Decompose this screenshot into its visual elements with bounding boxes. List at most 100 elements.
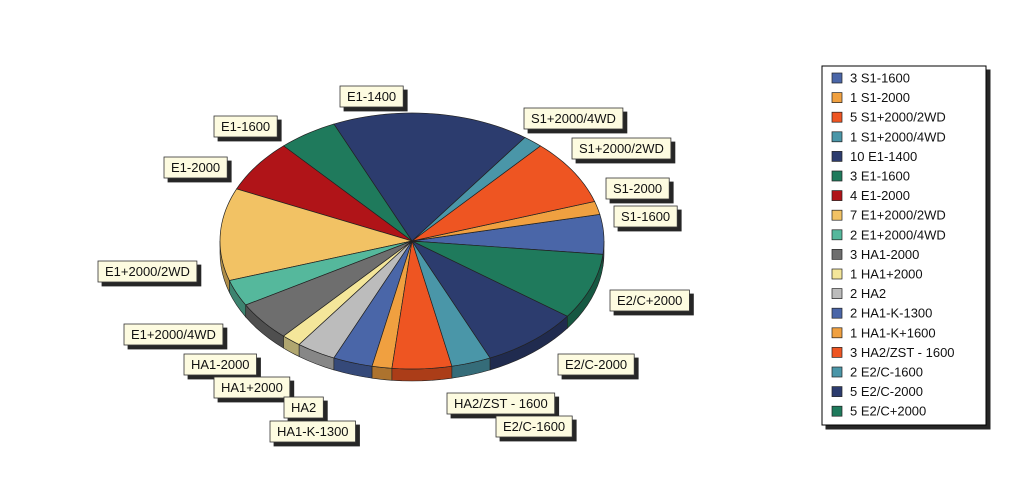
pie-slice-0 bbox=[411, 214, 605, 255]
legend-item: 2 E2/C-1600 bbox=[831, 365, 923, 380]
legend-swatch bbox=[831, 307, 843, 319]
legend-item: 1 S1-2000 bbox=[831, 90, 910, 105]
legend-item: 3 HA1-2000 bbox=[831, 247, 919, 262]
pie-slice-7 bbox=[219, 188, 413, 281]
legend-label: 1 S1-2000 bbox=[850, 90, 910, 105]
slice-label-box bbox=[571, 137, 672, 160]
legend-item: 4 E1-2000 bbox=[831, 188, 910, 203]
legend-label: 3 E1-1600 bbox=[850, 169, 910, 184]
legend-swatch bbox=[831, 386, 843, 397]
slice-label-1: S1-2000 bbox=[605, 177, 670, 200]
pie-slice-9 bbox=[245, 240, 413, 337]
legend-item: 10 E1-1400 bbox=[831, 149, 917, 164]
legend-item: 7 E1+2000/2WD bbox=[831, 208, 946, 223]
legend-item: 5 S1+2000/2WD bbox=[831, 110, 946, 125]
slice-label-box bbox=[339, 85, 404, 108]
legend: 3 S1-1600 1 S1-2000 5 S1+2000/2WD 1 S1+2000… bbox=[821, 65, 987, 426]
slice-label-box bbox=[97, 260, 198, 283]
slice-label-7: E1+2000/2WD bbox=[97, 260, 198, 283]
slice-label-text: HA2 bbox=[291, 400, 316, 415]
slice-label-box bbox=[609, 289, 690, 312]
slice-label-12: HA1-K-1300 bbox=[269, 420, 356, 443]
slice-label-text: HA1+2000 bbox=[221, 380, 283, 395]
slice-label-14: HA2/ZST - 1600 bbox=[446, 392, 556, 415]
slice-label-box bbox=[163, 156, 228, 179]
slice-label-box bbox=[283, 396, 324, 419]
slice-labels: S1-1600 S1-2000 S1+2000/2WD S1+2000/4WD E1-1… bbox=[97, 85, 690, 443]
slice-label-text: HA1-2000 bbox=[191, 357, 250, 372]
slice-label-text: S1+2000/4WD bbox=[531, 111, 616, 126]
legend-item: 1 HA1-K+1600 bbox=[831, 325, 936, 340]
slice-label-9: HA1-2000 bbox=[183, 353, 257, 376]
legend-item: 5 E2/C-2000 bbox=[831, 384, 923, 399]
legend-swatch bbox=[831, 72, 843, 84]
legend-swatch bbox=[831, 209, 843, 221]
legend-item: 3 HA2/ZST - 1600 bbox=[831, 345, 955, 360]
slice-label-3: S1+2000/4WD bbox=[523, 107, 624, 130]
legend-swatch bbox=[831, 366, 843, 378]
slice-label-text: E2/C+2000 bbox=[617, 293, 682, 308]
slice-label-box bbox=[123, 323, 224, 346]
legend-item: 1 HA1+2000 bbox=[831, 267, 923, 282]
slice-label-box bbox=[605, 177, 670, 200]
slice-label-0: S1-1600 bbox=[613, 205, 678, 228]
pie-sides bbox=[219, 240, 605, 382]
legend-label: 3 HA1-2000 bbox=[850, 247, 919, 262]
legend-label: 2 E2/C-1600 bbox=[850, 365, 923, 380]
slice-label-box bbox=[557, 353, 635, 376]
legend-label: 2 E1+2000/4WD bbox=[850, 227, 946, 242]
legend-swatch bbox=[831, 288, 843, 299]
slice-label-box bbox=[183, 353, 257, 376]
pie-slice-6 bbox=[236, 145, 413, 242]
legend-label: 4 E1-2000 bbox=[850, 188, 910, 203]
legend-swatch bbox=[831, 190, 843, 201]
legend-swatch bbox=[831, 111, 843, 123]
slice-label-5: E1-1600 bbox=[213, 115, 278, 138]
slice-label-text: E2/C-2000 bbox=[565, 357, 627, 372]
pie-slice-12 bbox=[333, 240, 413, 367]
legend-label: 7 E1+2000/2WD bbox=[850, 208, 946, 223]
legend-swatch bbox=[831, 405, 843, 417]
slice-label-text: E1+2000/2WD bbox=[105, 264, 190, 279]
legend-label: 10 E1-1400 bbox=[850, 149, 917, 164]
legend-label: 1 HA1+2000 bbox=[850, 267, 923, 282]
slice-label-16: E2/C-2000 bbox=[557, 353, 635, 376]
legend-swatch bbox=[831, 170, 843, 182]
legend-item: 3 S1-1600 bbox=[831, 71, 910, 86]
legend-label: 3 S1-1600 bbox=[850, 71, 910, 86]
legend-label: 3 HA2/ZST - 1600 bbox=[850, 345, 955, 360]
legend-swatch bbox=[831, 249, 843, 260]
pie-slice-16 bbox=[410, 240, 568, 359]
legend-label: 1 S1+2000/4WD bbox=[850, 129, 946, 144]
legend-swatch bbox=[831, 268, 843, 280]
pie-slice-8 bbox=[228, 240, 413, 306]
slice-label-box bbox=[269, 420, 356, 443]
slice-label-text: E1-2000 bbox=[171, 160, 220, 175]
slice-label-text: E1-1400 bbox=[347, 89, 396, 104]
legend-item: 2 HA1-K-1300 bbox=[831, 306, 932, 321]
legend-label: 1 HA1-K+1600 bbox=[850, 325, 936, 340]
slice-label-text: HA2/ZST - 1600 bbox=[454, 396, 548, 411]
slice-label-text: HA1-K-1300 bbox=[277, 424, 349, 439]
slice-label-box bbox=[495, 415, 573, 438]
pie-slice-11 bbox=[298, 240, 413, 359]
legend-label: 2 HA1-K-1300 bbox=[850, 306, 932, 321]
slice-label-text: S1-2000 bbox=[613, 181, 662, 196]
pie-slices bbox=[219, 112, 605, 370]
slice-label-4: E1-1400 bbox=[339, 85, 404, 108]
legend-label: 5 S1+2000/2WD bbox=[850, 110, 946, 125]
slice-label-text: E2/C-1600 bbox=[503, 419, 565, 434]
pie-slice-15 bbox=[411, 240, 491, 367]
pie-slice-17 bbox=[411, 240, 604, 317]
legend-item: 2 E1+2000/4WD bbox=[831, 227, 946, 242]
slice-label-8: E1+2000/4WD bbox=[123, 323, 224, 346]
legend-item: 3 E1-1600 bbox=[831, 169, 910, 184]
legend-swatch bbox=[831, 92, 843, 103]
legend-swatch bbox=[831, 327, 843, 339]
legend-label: 2 HA2 bbox=[850, 286, 886, 301]
slice-label-box bbox=[213, 376, 291, 399]
slice-label-text: S1+2000/2WD bbox=[579, 141, 664, 156]
pie-slice-14 bbox=[391, 240, 453, 370]
slice-label-6: E1-2000 bbox=[163, 156, 228, 179]
